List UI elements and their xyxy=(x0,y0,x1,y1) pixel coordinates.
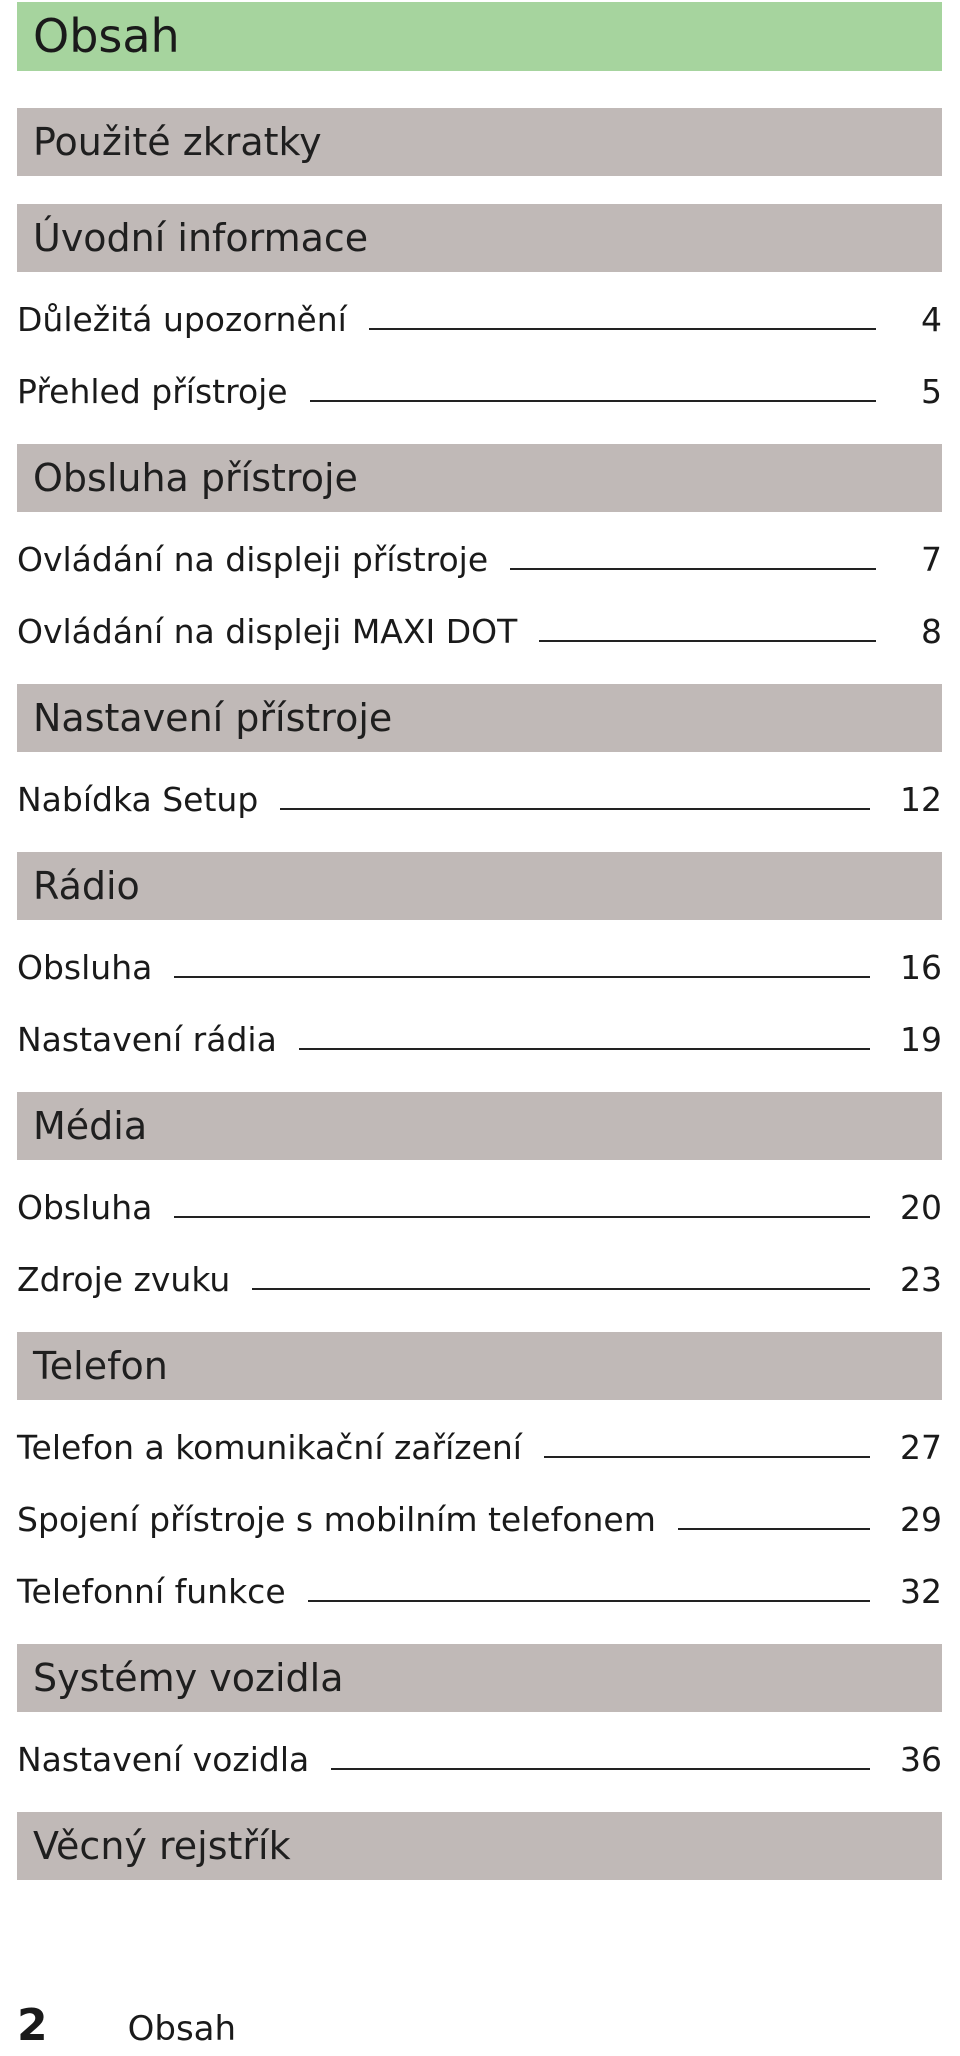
leader-line xyxy=(174,1216,870,1218)
leader-line xyxy=(307,1600,870,1602)
toc-entry-page-number: 16 xyxy=(900,947,942,987)
toc-entry-page-number: 20 xyxy=(900,1187,942,1227)
toc-entry-label: Telefon a komunikační zařízení xyxy=(17,1427,522,1467)
section-heading[interactable]: Telefon xyxy=(17,1332,942,1400)
toc-entry-label: Obsluha xyxy=(17,1187,153,1227)
toc-entry[interactable]: Ovládání na displeji přístroje 7 xyxy=(17,535,942,583)
leader-line xyxy=(543,1456,870,1458)
toc-entry[interactable]: Obsluha 20 xyxy=(17,1183,942,1231)
leader-line xyxy=(539,640,876,642)
toc-entry-page-number: 23 xyxy=(900,1259,942,1299)
section-heading[interactable]: Média xyxy=(17,1092,942,1160)
toc-entry[interactable]: Přehled přístroje 5 xyxy=(17,367,942,415)
leader-line xyxy=(252,1288,870,1290)
page-title: Obsah xyxy=(17,2,942,71)
toc-entry-page-number: 12 xyxy=(900,779,942,819)
section-heading[interactable]: Systémy vozidla xyxy=(17,1644,942,1712)
section-heading[interactable]: Úvodní informace xyxy=(17,204,942,272)
leader-line xyxy=(298,1048,870,1050)
toc-entry-label: Zdroje zvuku xyxy=(17,1259,231,1299)
toc-entry[interactable]: Obsluha 16 xyxy=(17,943,942,991)
leader-line xyxy=(174,976,870,978)
toc-entry-label: Obsluha xyxy=(17,947,153,987)
section-heading[interactable]: Obsluha přístroje xyxy=(17,444,942,512)
leader-line xyxy=(309,400,876,402)
toc-entry-label: Přehled přístroje xyxy=(17,371,288,411)
toc-entry-page-number: 19 xyxy=(900,1019,942,1059)
toc-entry[interactable]: Spojení přístroje s mobilním telefonem 29 xyxy=(17,1495,942,1543)
toc-entry[interactable]: Zdroje zvuku 23 xyxy=(17,1255,942,1303)
toc-entry-label: Důležitá upozornění xyxy=(17,299,347,339)
toc-entry-page-number: 32 xyxy=(900,1571,942,1611)
section-heading[interactable]: Použité zkratky xyxy=(17,108,942,176)
toc-entry-page-number: 27 xyxy=(900,1427,942,1467)
toc-entry[interactable]: Ovládání na displeji MAXI DOT 8 xyxy=(17,607,942,655)
toc-entry-label: Telefonní funkce xyxy=(17,1571,286,1611)
toc-entry-page-number: 29 xyxy=(900,1499,942,1539)
toc-entry[interactable]: Nabídka Setup 12 xyxy=(17,775,942,823)
leader-line xyxy=(368,328,876,330)
footer-page-number: 2 xyxy=(17,2000,48,2051)
toc-entry-page-number: 8 xyxy=(921,611,942,651)
toc-entry-page-number: 4 xyxy=(921,299,942,339)
footer-section-name: Obsah xyxy=(127,2009,237,2049)
leader-line xyxy=(677,1528,870,1530)
toc-entry[interactable]: Nastavení vozidla 36 xyxy=(17,1735,942,1783)
toc-entry-page-number: 5 xyxy=(921,371,942,411)
toc-entry[interactable]: Telefonní funkce 32 xyxy=(17,1567,942,1615)
section-heading[interactable]: Rádio xyxy=(17,852,942,920)
toc-entry-label: Nastavení vozidla xyxy=(17,1739,310,1779)
toc-entry-label: Nastavení rádia xyxy=(17,1019,277,1059)
toc-entry-page-number: 36 xyxy=(900,1739,942,1779)
toc-entry[interactable]: Důležitá upozornění 4 xyxy=(17,295,942,343)
leader-line xyxy=(280,808,870,810)
toc-entry-page-number: 7 xyxy=(921,539,942,579)
page-footer: 2 Obsah xyxy=(17,2000,237,2051)
toc-entry-label: Spojení přístroje s mobilním telefonem xyxy=(17,1499,656,1539)
toc-entry[interactable]: Nastavení rádia 19 xyxy=(17,1015,942,1063)
leader-line xyxy=(510,568,876,570)
toc-entry[interactable]: Telefon a komunikační zařízení 27 xyxy=(17,1423,942,1471)
section-heading[interactable]: Věcný rejstřík xyxy=(17,1812,942,1880)
section-heading[interactable]: Nastavení přístroje xyxy=(17,684,942,752)
toc-entry-label: Nabídka Setup xyxy=(17,779,259,819)
leader-line xyxy=(331,1768,870,1770)
toc-entry-label: Ovládání na displeji přístroje xyxy=(17,539,489,579)
toc-entry-label: Ovládání na displeji MAXI DOT xyxy=(17,611,518,651)
